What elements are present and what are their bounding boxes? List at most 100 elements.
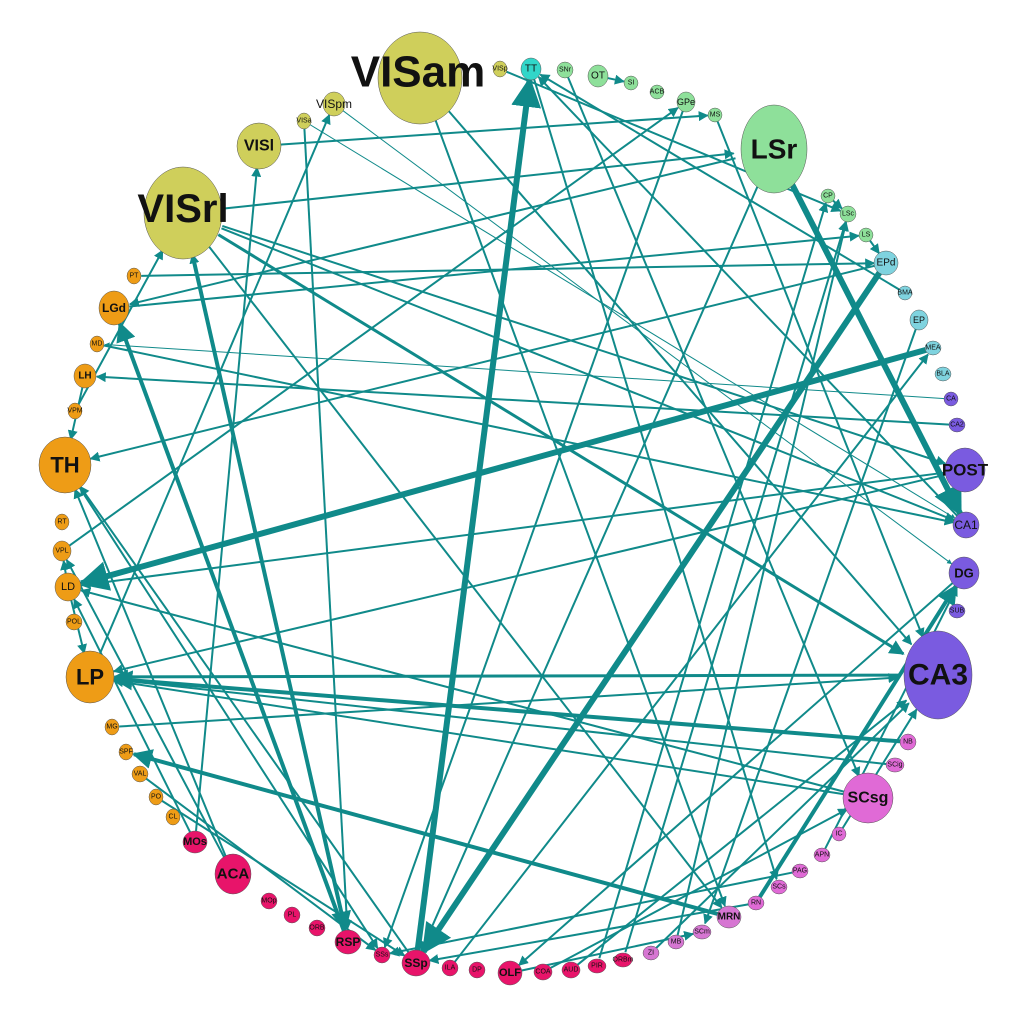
node-MRN[interactable]: MRN xyxy=(716,905,742,929)
node-SNr[interactable]: SNr xyxy=(556,61,574,79)
node-LS[interactable]: LS xyxy=(858,227,874,243)
node-AUD[interactable]: AUD xyxy=(561,961,581,979)
node-MG[interactable]: MG xyxy=(104,718,120,736)
node-BMA[interactable]: BMA xyxy=(897,285,913,301)
node-LP[interactable]: LP xyxy=(65,650,115,704)
node-VPL[interactable]: VPL xyxy=(52,540,72,562)
node-DG[interactable]: DG xyxy=(948,556,980,590)
node-DP[interactable]: DP xyxy=(468,961,486,979)
node-CL[interactable]: CL xyxy=(165,808,181,826)
node-VISl[interactable]: VISl xyxy=(236,122,282,170)
node-MEA[interactable]: MEA xyxy=(924,340,942,356)
node-circle-CA1 xyxy=(952,511,980,539)
node-MD[interactable]: MD xyxy=(89,335,105,353)
node-SI[interactable]: SI xyxy=(623,75,639,91)
node-VISpm[interactable]: VISpm xyxy=(316,91,352,117)
node-CA[interactable]: CA xyxy=(943,391,959,407)
node-GPe[interactable]: GPe xyxy=(676,91,696,113)
node-LSc[interactable]: LSc xyxy=(839,205,857,223)
node-PL[interactable]: PL xyxy=(283,906,301,924)
node-circle-VISp xyxy=(492,60,508,78)
edge-VISpm-DG xyxy=(342,110,953,565)
node-COA[interactable]: COA xyxy=(533,963,553,981)
node-VISp[interactable]: VISp xyxy=(492,60,508,78)
node-MB[interactable]: MB xyxy=(667,934,685,950)
node-CA1[interactable]: CA1 xyxy=(952,511,980,539)
node-LSr[interactable]: LSr xyxy=(740,104,808,194)
edge-MEA-LD xyxy=(78,347,927,591)
edge-LS-EPd xyxy=(868,239,880,255)
node-SCsg[interactable]: SCsg xyxy=(842,772,894,824)
node-CP[interactable]: CP xyxy=(820,188,836,204)
node-circle-ILA xyxy=(441,959,459,977)
node-IC[interactable]: IC xyxy=(831,826,847,842)
edge-AUD-CA3 xyxy=(576,699,908,966)
edge-ORBm-LSc xyxy=(624,220,848,953)
node-LH[interactable]: LH xyxy=(73,363,97,389)
node-TH[interactable]: TH xyxy=(38,436,92,494)
node-ZI[interactable]: ZI xyxy=(642,945,660,961)
node-VISa[interactable]: VISa xyxy=(296,112,312,130)
node-PAG[interactable]: PAG xyxy=(791,863,809,879)
node-ACB[interactable]: ACB xyxy=(649,84,665,100)
node-RSP[interactable]: RSP xyxy=(334,929,362,955)
edge-VISrl-CA1 xyxy=(221,227,956,522)
node-POST[interactable]: POST xyxy=(942,447,989,493)
node-SSs[interactable]: SSs xyxy=(373,946,391,964)
node-label-POL: POL xyxy=(67,619,81,626)
node-ACA[interactable]: ACA xyxy=(214,853,252,895)
node-SCm[interactable]: SCm xyxy=(692,924,712,940)
node-MS[interactable]: MS xyxy=(707,107,723,123)
node-CA3[interactable]: CA3 xyxy=(903,630,973,720)
node-circle-CA xyxy=(943,391,959,407)
node-OLF[interactable]: OLF xyxy=(497,960,523,986)
node-ORB[interactable]: ORB xyxy=(308,919,326,937)
node-circle-AUD xyxy=(561,961,581,979)
node-label-PAG: PAG xyxy=(793,868,807,875)
node-EP[interactable]: EP xyxy=(909,309,929,331)
node-circle-RT xyxy=(54,513,70,531)
node-circle-PT xyxy=(126,267,142,285)
node-LD[interactable]: LD xyxy=(54,572,82,602)
node-APN[interactable]: APN xyxy=(813,847,831,863)
node-circle-POL xyxy=(65,613,83,631)
node-SSp[interactable]: SSp xyxy=(401,949,431,977)
node-label-CP: CP xyxy=(823,193,833,200)
node-VPM[interactable]: VPM xyxy=(67,402,83,420)
node-PO[interactable]: PO xyxy=(148,788,164,806)
node-label-MOp: MOp xyxy=(261,898,276,905)
edge-SNr-SCsg xyxy=(566,76,861,778)
node-NB[interactable]: NB xyxy=(899,733,917,751)
node-VISrl[interactable]: VISrl xyxy=(137,166,229,260)
node-label-LP: LP xyxy=(76,665,104,690)
node-SPF[interactable]: SPF xyxy=(118,743,134,761)
node-VAL[interactable]: VAL xyxy=(131,765,149,783)
node-PT[interactable]: PT xyxy=(126,267,142,285)
edge-ZI-CA3 xyxy=(655,702,910,949)
node-MOp[interactable]: MOp xyxy=(260,892,278,910)
node-label-SPF: SPF xyxy=(119,749,133,756)
node-LGd[interactable]: LGd xyxy=(98,290,130,326)
node-SCs[interactable]: SCs xyxy=(770,879,788,895)
node-SCig[interactable]: SCig xyxy=(885,757,905,773)
node-PIR[interactable]: PIR xyxy=(587,958,607,974)
edge-MD-CA1 xyxy=(103,344,955,526)
node-TT[interactable]: TT xyxy=(520,57,542,81)
node-CA2[interactable]: CA2 xyxy=(948,417,966,433)
node-RN[interactable]: RN xyxy=(747,895,765,911)
edge-VISa-RSP xyxy=(303,128,352,931)
node-label-SSp: SSp xyxy=(404,956,427,970)
node-ORBm[interactable]: ORBm xyxy=(613,952,634,968)
node-EPd[interactable]: EPd xyxy=(873,250,899,276)
node-label-CA2: CA2 xyxy=(950,422,964,429)
node-VISam[interactable]: VISam xyxy=(351,31,486,125)
node-SUB[interactable]: SUB xyxy=(948,603,966,619)
node-POL[interactable]: POL xyxy=(65,613,83,631)
node-ILA[interactable]: ILA xyxy=(441,959,459,977)
node-OT[interactable]: OT xyxy=(587,64,609,88)
node-circle-MRN xyxy=(716,905,742,929)
node-BLA[interactable]: BLA xyxy=(934,366,952,382)
node-RT[interactable]: RT xyxy=(54,513,70,531)
node-MOs[interactable]: MOs xyxy=(182,830,208,854)
